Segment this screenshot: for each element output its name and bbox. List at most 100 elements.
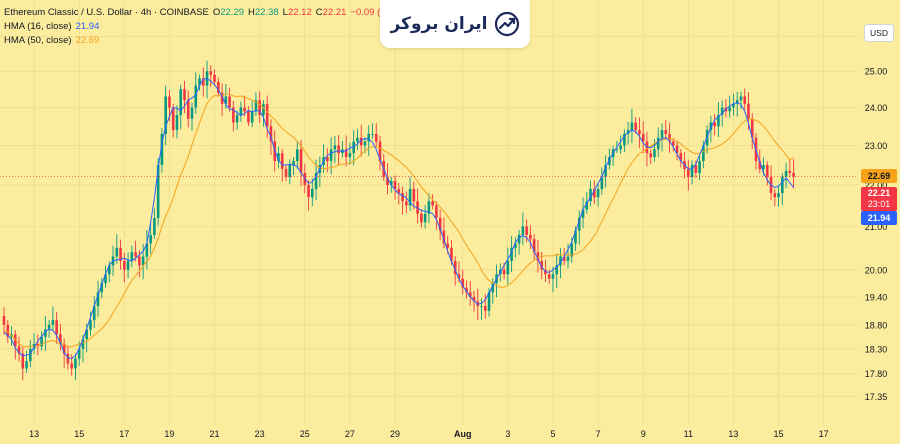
x-tick-label: 5 <box>550 429 555 439</box>
candle-body <box>51 320 55 325</box>
hma16-value: 21.94 <box>75 21 100 32</box>
candle-body <box>638 130 641 134</box>
candle-body <box>574 230 577 244</box>
candle-body <box>371 133 374 135</box>
candle-body <box>423 213 427 223</box>
x-tick-label: 27 <box>345 429 355 439</box>
candle-body <box>427 201 431 214</box>
legend-hma50-row[interactable]: HMA (50, close) 22.69 <box>4 34 416 48</box>
legend-hma16-row[interactable]: HMA (16, close) 21.94 <box>4 20 416 34</box>
candle-body <box>438 217 442 231</box>
candle-body <box>510 247 513 261</box>
candle-body <box>243 107 246 112</box>
x-tick-label: 29 <box>390 429 400 439</box>
candle-body <box>653 149 656 158</box>
candle-body <box>265 103 269 127</box>
candle-body <box>262 103 265 115</box>
x-tick-label: 21 <box>210 429 220 439</box>
candle-body <box>74 358 77 369</box>
x-tick-label: Aug <box>454 429 472 439</box>
y-tick-label: 17.35 <box>865 392 888 402</box>
candle-body <box>472 296 476 302</box>
candle-body <box>502 269 506 275</box>
candle-body <box>359 137 363 146</box>
candle-body <box>277 153 280 162</box>
y-tick-label: 25.00 <box>865 67 888 77</box>
candle-body <box>570 243 574 257</box>
candle-body <box>521 226 525 235</box>
currency-button[interactable]: USD <box>864 24 894 42</box>
x-axis[interactable]: 13 15 17 19 21 23 25 27 29 Aug 3 5 7 9 11 13 15 17 <box>29 429 829 439</box>
candle-body <box>299 149 303 173</box>
candle-body <box>743 96 747 104</box>
candle-body <box>679 153 683 162</box>
brand-name: ایران بروکر <box>390 14 488 34</box>
candle-body <box>623 133 626 146</box>
candle-body <box>258 100 261 115</box>
candle-body <box>450 247 453 261</box>
open-value: 22.29 <box>220 7 245 18</box>
candle-body <box>671 141 675 146</box>
candle-body <box>487 292 491 311</box>
candle-body <box>397 189 401 194</box>
candle-body <box>656 137 660 150</box>
candle-body <box>758 161 762 169</box>
x-tick-label: 11 <box>684 429 693 439</box>
x-tick-label: 15 <box>74 429 84 439</box>
candle-body <box>311 189 314 198</box>
open-label: O <box>212 7 221 18</box>
candle-body <box>405 201 408 206</box>
candle-body <box>619 145 622 150</box>
candle-body <box>589 189 592 202</box>
candle-body <box>217 81 220 93</box>
x-tick-label: 25 <box>300 429 310 439</box>
hma50-series <box>3 93 794 348</box>
candle-body <box>762 164 765 169</box>
candle-body <box>777 193 780 198</box>
high-label: H <box>248 7 255 18</box>
candle-body <box>115 247 119 257</box>
candle-body <box>728 107 731 112</box>
candle-body <box>386 176 389 185</box>
candle-body <box>254 100 258 112</box>
candle-body <box>6 324 10 337</box>
candle-body <box>224 96 228 104</box>
candle-body <box>92 306 96 321</box>
candle-body <box>209 71 213 75</box>
candle-body <box>555 265 559 275</box>
candle-body <box>540 260 543 270</box>
candle-body <box>709 122 713 131</box>
candle-body <box>104 274 107 284</box>
x-tick-label: 3 <box>505 429 510 439</box>
candle-body <box>329 149 333 162</box>
candle-body <box>461 278 465 288</box>
candle-body <box>374 133 378 142</box>
candle-body <box>77 348 81 359</box>
candle-body <box>401 193 404 202</box>
candle-body <box>668 133 671 142</box>
low-value: 22.12 <box>287 7 312 18</box>
candle-body <box>235 114 239 123</box>
candle-body <box>96 292 100 307</box>
candle-body <box>269 126 273 142</box>
candle-body <box>604 164 607 177</box>
symbol-title[interactable]: Ethereum Classic / U.S. Dollar · 4h · CO… <box>4 7 209 18</box>
candle-body <box>664 130 668 134</box>
last-price-badge: 22.21 23:01 <box>861 187 897 211</box>
candle-body <box>788 170 792 173</box>
candle-body <box>198 78 201 86</box>
candle-body <box>468 292 472 297</box>
candle-body <box>781 176 784 194</box>
candle-body <box>660 130 664 138</box>
y-tick-label: 18.80 <box>865 320 888 330</box>
candle-body <box>47 324 51 330</box>
candle-body <box>168 96 171 108</box>
x-tick-label: 19 <box>164 429 174 439</box>
x-tick-label: 23 <box>255 429 265 439</box>
candle-body <box>750 118 754 138</box>
bar-countdown: 23:01 <box>867 199 891 209</box>
candles <box>2 60 795 381</box>
candle-body <box>690 164 694 177</box>
